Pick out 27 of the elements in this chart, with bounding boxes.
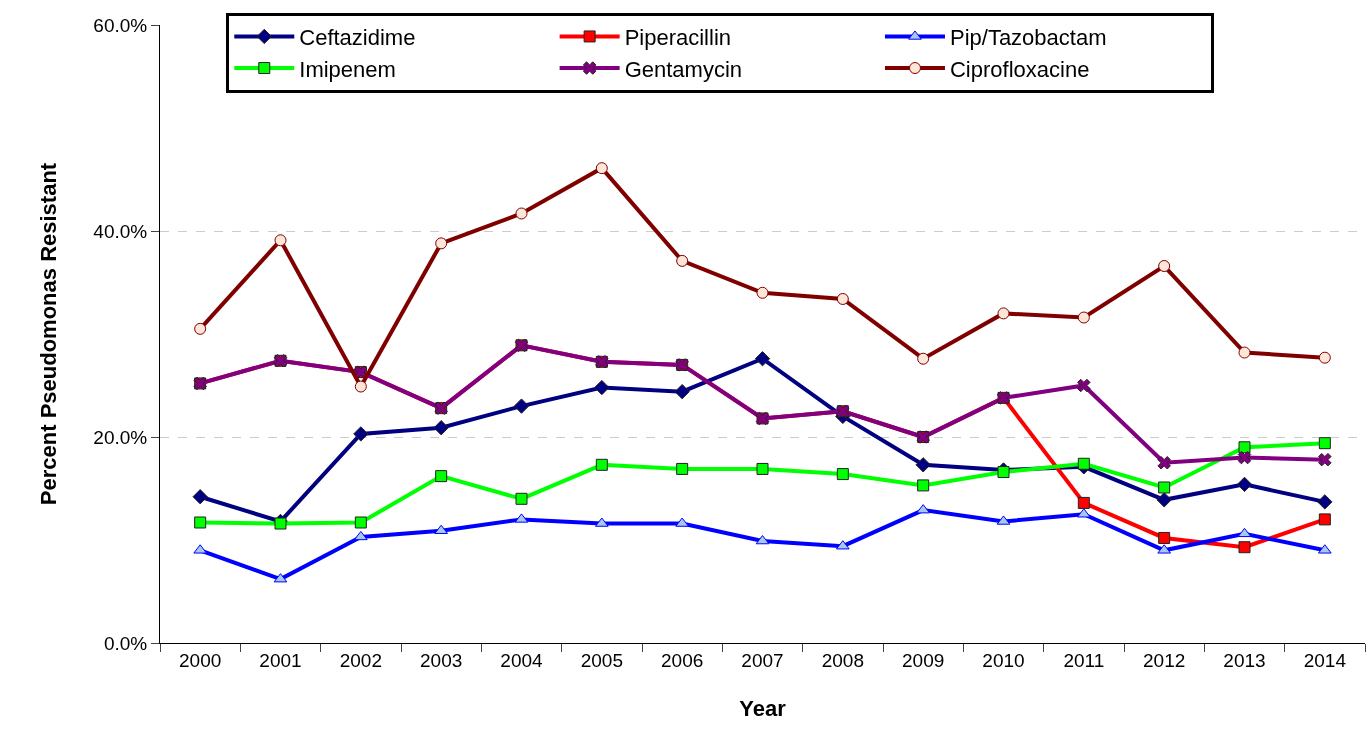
x-tick-label: 2013 <box>1223 649 1266 671</box>
x-tick-label: 2002 <box>339 649 382 671</box>
x-tick-label: 2012 <box>1143 649 1186 671</box>
y-tick-label: 0.0% <box>103 632 148 654</box>
y-tick-label: 60.0% <box>93 14 148 36</box>
x-tick-label: 2003 <box>420 649 463 671</box>
x-axis-title: Year <box>739 695 787 721</box>
x-tick-label: 2005 <box>580 649 623 671</box>
x-tick-label: 2010 <box>982 649 1025 671</box>
legend-label: Ciprofloxacine <box>949 56 1090 82</box>
x-tick-label: 2014 <box>1303 649 1347 671</box>
legend-label: Piperacillin <box>624 25 732 51</box>
y-axis-title: Percent Pseudomonas Resistant <box>36 162 62 506</box>
y-tick-label: 40.0% <box>93 220 148 242</box>
legend-label: Ceftazidime <box>299 25 416 51</box>
x-tick-label: 2008 <box>821 649 864 671</box>
x-tick-label: 2011 <box>1063 649 1105 671</box>
x-tick-label: 2009 <box>902 649 945 671</box>
x-tick-label: 2004 <box>500 649 544 671</box>
legend-label: Pip/Tazobactam <box>949 25 1107 51</box>
x-tick-label: 2000 <box>179 649 222 671</box>
x-tick-label: 2001 <box>259 649 302 671</box>
y-tick-label: 20.0% <box>93 426 148 448</box>
x-tick-label: 2007 <box>741 649 784 671</box>
legend-label: Imipenem <box>299 56 396 82</box>
x-tick-label: 2006 <box>661 649 704 671</box>
legend-label: Gentamycin <box>624 56 743 82</box>
